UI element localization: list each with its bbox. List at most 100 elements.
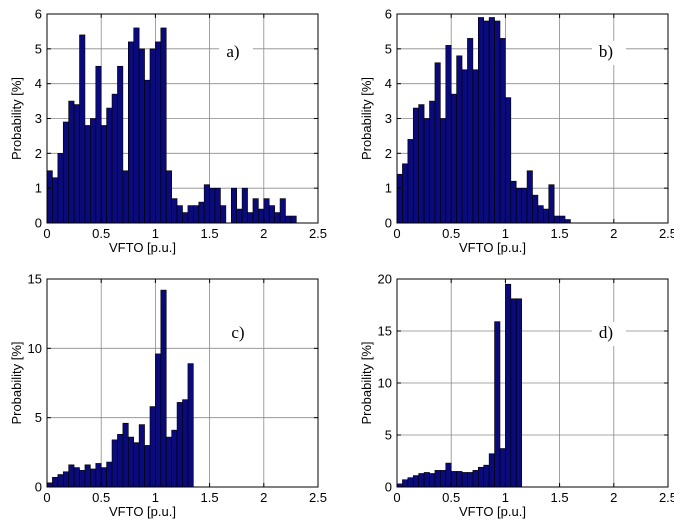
x-axis-label: VFTO [p.u.] [109, 504, 176, 519]
histogram-bar [155, 353, 162, 488]
histogram-bar [461, 472, 468, 488]
histogram-bar [133, 27, 140, 224]
histogram-bar [117, 434, 124, 488]
y-axis-label: Probability [%] [9, 77, 24, 160]
histogram-bar [111, 93, 118, 224]
histogram-bar [79, 470, 86, 488]
histogram-bar [477, 466, 485, 488]
histogram-bar [537, 205, 544, 224]
histogram-bar [402, 479, 409, 488]
histogram-bar [117, 65, 124, 224]
histogram-bar [133, 442, 140, 488]
x-tick-label: 1.5 [551, 490, 569, 505]
panel-label-background [592, 41, 626, 65]
y-tick-label: 6 [35, 7, 42, 22]
histogram-bar [193, 205, 200, 224]
y-tick-label: 5 [35, 41, 42, 56]
x-tick-label: 1.5 [201, 490, 219, 505]
y-tick-label: 5 [385, 428, 392, 443]
histogram-bar [543, 208, 550, 224]
x-tick-label: 0 [43, 226, 50, 241]
x-tick-label: 2 [260, 490, 267, 505]
histogram-bar [510, 180, 517, 224]
histogram-bar [209, 187, 216, 224]
panel-label: d) [599, 323, 613, 342]
panel-label-background [219, 41, 253, 65]
histogram-bar [198, 201, 205, 224]
histogram-bar [160, 27, 167, 224]
histogram-bar [467, 472, 474, 488]
histogram-bar [214, 187, 221, 224]
y-tick-label: 15 [28, 272, 42, 287]
histogram-bar [182, 212, 189, 224]
y-tick-label: 0 [385, 480, 392, 495]
histogram-bar [418, 473, 425, 488]
histogram-bar [263, 198, 270, 224]
histogram-bar [73, 467, 80, 488]
histogram-bar [138, 48, 145, 224]
histogram-bar [84, 125, 91, 224]
histogram-bar [440, 118, 447, 224]
histogram-bar [499, 448, 506, 488]
y-tick-label: 6 [385, 7, 392, 22]
y-axis-label: Probability [%] [9, 341, 24, 424]
histogram-bar [171, 198, 178, 224]
histogram-bar [423, 472, 430, 488]
histogram-bar [429, 100, 436, 224]
histogram-bar [79, 34, 86, 224]
histogram-bar [494, 321, 501, 488]
histogram-bar [138, 424, 145, 488]
panel-label-background [592, 322, 626, 346]
histogram-bar [521, 187, 528, 224]
histogram-bar [483, 20, 490, 224]
histogram-bar [429, 473, 436, 488]
histogram-bar [52, 476, 59, 488]
panel-label-background [224, 322, 258, 346]
histogram-bar [515, 298, 522, 488]
x-tick-label: 0 [43, 490, 50, 505]
histogram-bar [418, 104, 425, 224]
y-tick-label: 10 [378, 376, 392, 391]
y-tick-label: 4 [385, 76, 392, 91]
x-tick-label: 2 [610, 226, 617, 241]
histogram-bar [548, 184, 555, 224]
histogram-bar [68, 464, 75, 488]
histogram-bar [402, 163, 409, 224]
x-axis-label: VFTO [p.u.] [459, 240, 526, 255]
histogram-bar [407, 477, 414, 488]
histogram-bar [423, 118, 430, 224]
x-tick-label: 1 [152, 490, 159, 505]
histogram-bar [160, 289, 167, 488]
y-axis-label: Probability [%] [359, 341, 374, 424]
histogram-bar [526, 170, 533, 224]
histogram-bar [553, 215, 560, 224]
histogram-bar [220, 205, 227, 224]
histogram-bar [450, 471, 457, 488]
y-tick-label: 3 [35, 111, 42, 126]
y-tick-label: 15 [378, 324, 392, 339]
y-tick-label: 5 [385, 41, 392, 56]
histogram-bar [434, 62, 441, 224]
histogram-bar [236, 208, 243, 224]
x-tick-label: 2 [610, 490, 617, 505]
x-tick-label: 2.5 [309, 490, 327, 505]
histogram-bar [176, 205, 183, 224]
histogram-bar [559, 215, 566, 224]
histogram-bar [472, 470, 479, 488]
x-tick-label: 0.5 [442, 490, 460, 505]
y-tick-label: 0 [35, 216, 42, 231]
x-tick-label: 0 [393, 490, 400, 505]
histogram-bar [515, 187, 522, 224]
histogram-bar [258, 208, 265, 224]
chart-panel-d: 0 0.5 1 1.5 2 2.5 0 5 10 15 20 VFTO [p.u.] Probabili… [359, 272, 674, 520]
x-tick-label: 0.5 [442, 226, 460, 241]
x-tick-label: 2 [260, 226, 267, 241]
axes-frame [46, 278, 319, 488]
histogram-bar [111, 439, 118, 488]
x-tick-label: 1 [502, 490, 509, 505]
histogram-bar [285, 215, 292, 224]
histogram-bar [187, 205, 194, 224]
chart-panel-b: 0 0.5 1 1.5 2 2.5 0 1 2 3 4 5 6 VFTO [p.u.] Probabilit… [359, 7, 674, 256]
histogram-bar [407, 139, 414, 224]
